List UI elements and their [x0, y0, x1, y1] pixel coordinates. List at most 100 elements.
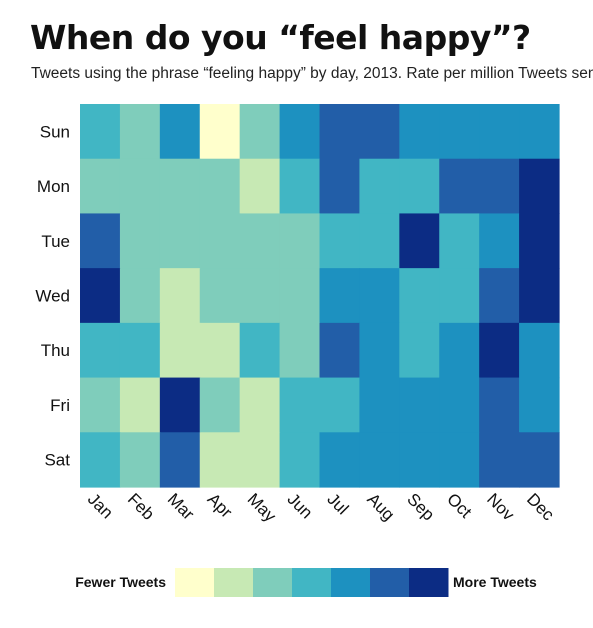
heatmap-cell-fri-dec — [519, 377, 560, 433]
heatmap-cell-thu-apr — [199, 322, 241, 379]
heatmap-cell-sun-dec — [519, 104, 560, 160]
heatmap-cell-mon-nov — [479, 158, 520, 215]
heatmap-cell-sun-feb — [119, 104, 161, 160]
heatmap-cell-tue-sep — [399, 213, 440, 269]
column-label-dec: Dec — [523, 490, 558, 525]
heatmap-cell-sun-sep — [399, 104, 440, 160]
column-label-jul: Jul — [323, 490, 352, 519]
heatmap-cell-thu-jul — [319, 322, 361, 379]
legend-swatch-5 — [331, 568, 371, 597]
heatmap-cell-sat-aug — [359, 432, 400, 488]
heatmap-cell-fri-aug — [359, 377, 400, 433]
heatmap-cell-wed-sep — [399, 268, 440, 324]
heatmap-cell-sun-aug — [359, 104, 400, 160]
heatmap-cell-tue-jun — [279, 213, 321, 269]
row-labels: Sun Mon Tue Wed Thu Fri Sat — [35, 122, 70, 469]
legend-swatch-1 — [175, 568, 215, 597]
heatmap-cell-tue-mar — [159, 213, 201, 269]
heatmap-cell-sat-oct — [439, 432, 480, 488]
legend-swatch-6 — [370, 568, 410, 597]
heatmap-cell-tue-jul — [319, 213, 361, 269]
heatmap-cell-thu-jan — [80, 322, 121, 379]
heatmap-cell-sun-oct — [439, 104, 480, 160]
heatmap-cell-mon-may — [239, 158, 281, 215]
heatmap-cell-wed-mar — [159, 268, 201, 324]
heatmap-cell-wed-jan — [80, 268, 121, 324]
row-label-tue: Tue — [41, 232, 70, 251]
heatmap-cell-sun-jan — [80, 104, 121, 160]
chart-subtitle: Tweets using the phrase “feeling happy” … — [31, 65, 593, 82]
heatmap-cell-thu-jun — [279, 322, 321, 379]
heatmap-cell-sun-may — [239, 104, 281, 160]
heatmap-cell-fri-nov — [479, 377, 520, 433]
legend-swatch-7 — [409, 568, 449, 597]
heatmap-cell-tue-may — [239, 213, 281, 269]
legend-swatch-3 — [253, 568, 293, 597]
heatmap-cell-sun-jun — [279, 104, 321, 160]
heatmap-cell-fri-jul — [319, 377, 361, 433]
column-labels: Jan Feb Mar Apr May Jun Jul Aug Sep Oct Nov Dec — [84, 490, 558, 526]
heatmap-cell-mon-apr — [199, 158, 241, 215]
legend-swatch-4 — [292, 568, 332, 597]
heatmap-cell-thu-nov — [479, 322, 520, 379]
heatmap-cell-tue-aug — [359, 213, 400, 269]
heatmap-cell-sun-apr — [199, 104, 241, 160]
column-label-jan: Jan — [84, 490, 117, 523]
row-label-mon: Mon — [37, 177, 70, 196]
row-label-fri: Fri — [50, 396, 70, 415]
row-label-wed: Wed — [35, 287, 70, 306]
chart-title: When do you “feel happy”? — [30, 18, 531, 57]
heatmap-cell-fri-jun — [279, 377, 321, 433]
heatmap-cell-wed-feb — [119, 268, 161, 324]
heatmap-cell-sun-jul — [319, 104, 361, 160]
heatmap-cell-sat-apr — [199, 432, 241, 488]
column-label-aug: Aug — [363, 490, 398, 525]
heatmap-cell-wed-jul — [319, 268, 361, 324]
heatmap-cell-thu-feb — [119, 322, 161, 379]
column-label-may: May — [244, 490, 280, 526]
heatmap-cell-tue-apr — [199, 213, 241, 269]
heatmap-cell-sat-feb — [119, 432, 161, 488]
heatmap-cell-sat-jun — [279, 432, 321, 488]
heatmap-cell-sat-mar — [159, 432, 201, 488]
legend-swatches — [175, 568, 449, 597]
heatmap-cell-mon-mar — [159, 158, 201, 215]
heatmap-cell-thu-sep — [399, 322, 440, 379]
heatmap-cell-fri-may — [239, 377, 281, 433]
heatmap-cell-tue-oct — [439, 213, 480, 269]
row-label-thu: Thu — [41, 341, 70, 360]
heatmap-cell-thu-mar — [159, 322, 201, 379]
heatmap-cell-tue-jan — [80, 213, 121, 269]
heatmap-cell-thu-aug — [359, 322, 400, 379]
heatmap-cell-fri-sep — [399, 377, 440, 433]
heatmap-cell-wed-dec — [519, 268, 560, 324]
heatmap-cell-mon-sep — [399, 158, 440, 215]
column-label-sep: Sep — [403, 490, 438, 525]
heatmap-cell-wed-may — [239, 268, 281, 324]
heatmap-cell-sun-nov — [479, 104, 520, 160]
heatmap-cell-mon-jul — [319, 158, 361, 215]
heatmap-cell-sat-may — [239, 432, 281, 488]
column-label-jun: Jun — [284, 490, 317, 523]
column-label-mar: Mar — [164, 490, 198, 524]
heatmap-cell-sat-dec — [519, 432, 560, 488]
heatmap-cell-sat-jan — [80, 432, 121, 488]
heatmap-cell-mon-jan — [80, 158, 121, 215]
heatmap-cell-tue-feb — [119, 213, 161, 269]
column-label-nov: Nov — [483, 490, 518, 525]
heatmap-cell-mon-feb — [119, 158, 161, 215]
heatmap-cell-sat-jul — [319, 432, 361, 488]
heatmap-cell-mon-oct — [439, 158, 480, 215]
heatmap-cell-sat-nov — [479, 432, 520, 488]
row-label-sat: Sat — [44, 451, 70, 470]
heatmap-cell-mon-dec — [519, 158, 560, 215]
heatmap-cell-mon-jun — [279, 158, 321, 215]
heatmap-cell-wed-aug — [359, 268, 400, 324]
column-label-apr: Apr — [204, 490, 236, 522]
heatmap-cell-sat-sep — [399, 432, 440, 488]
heatmap-cell-fri-feb — [119, 377, 161, 433]
heatmap-cell-mon-aug — [359, 158, 400, 215]
column-label-feb: Feb — [124, 490, 158, 524]
heatmap-cell-thu-dec — [519, 322, 560, 379]
